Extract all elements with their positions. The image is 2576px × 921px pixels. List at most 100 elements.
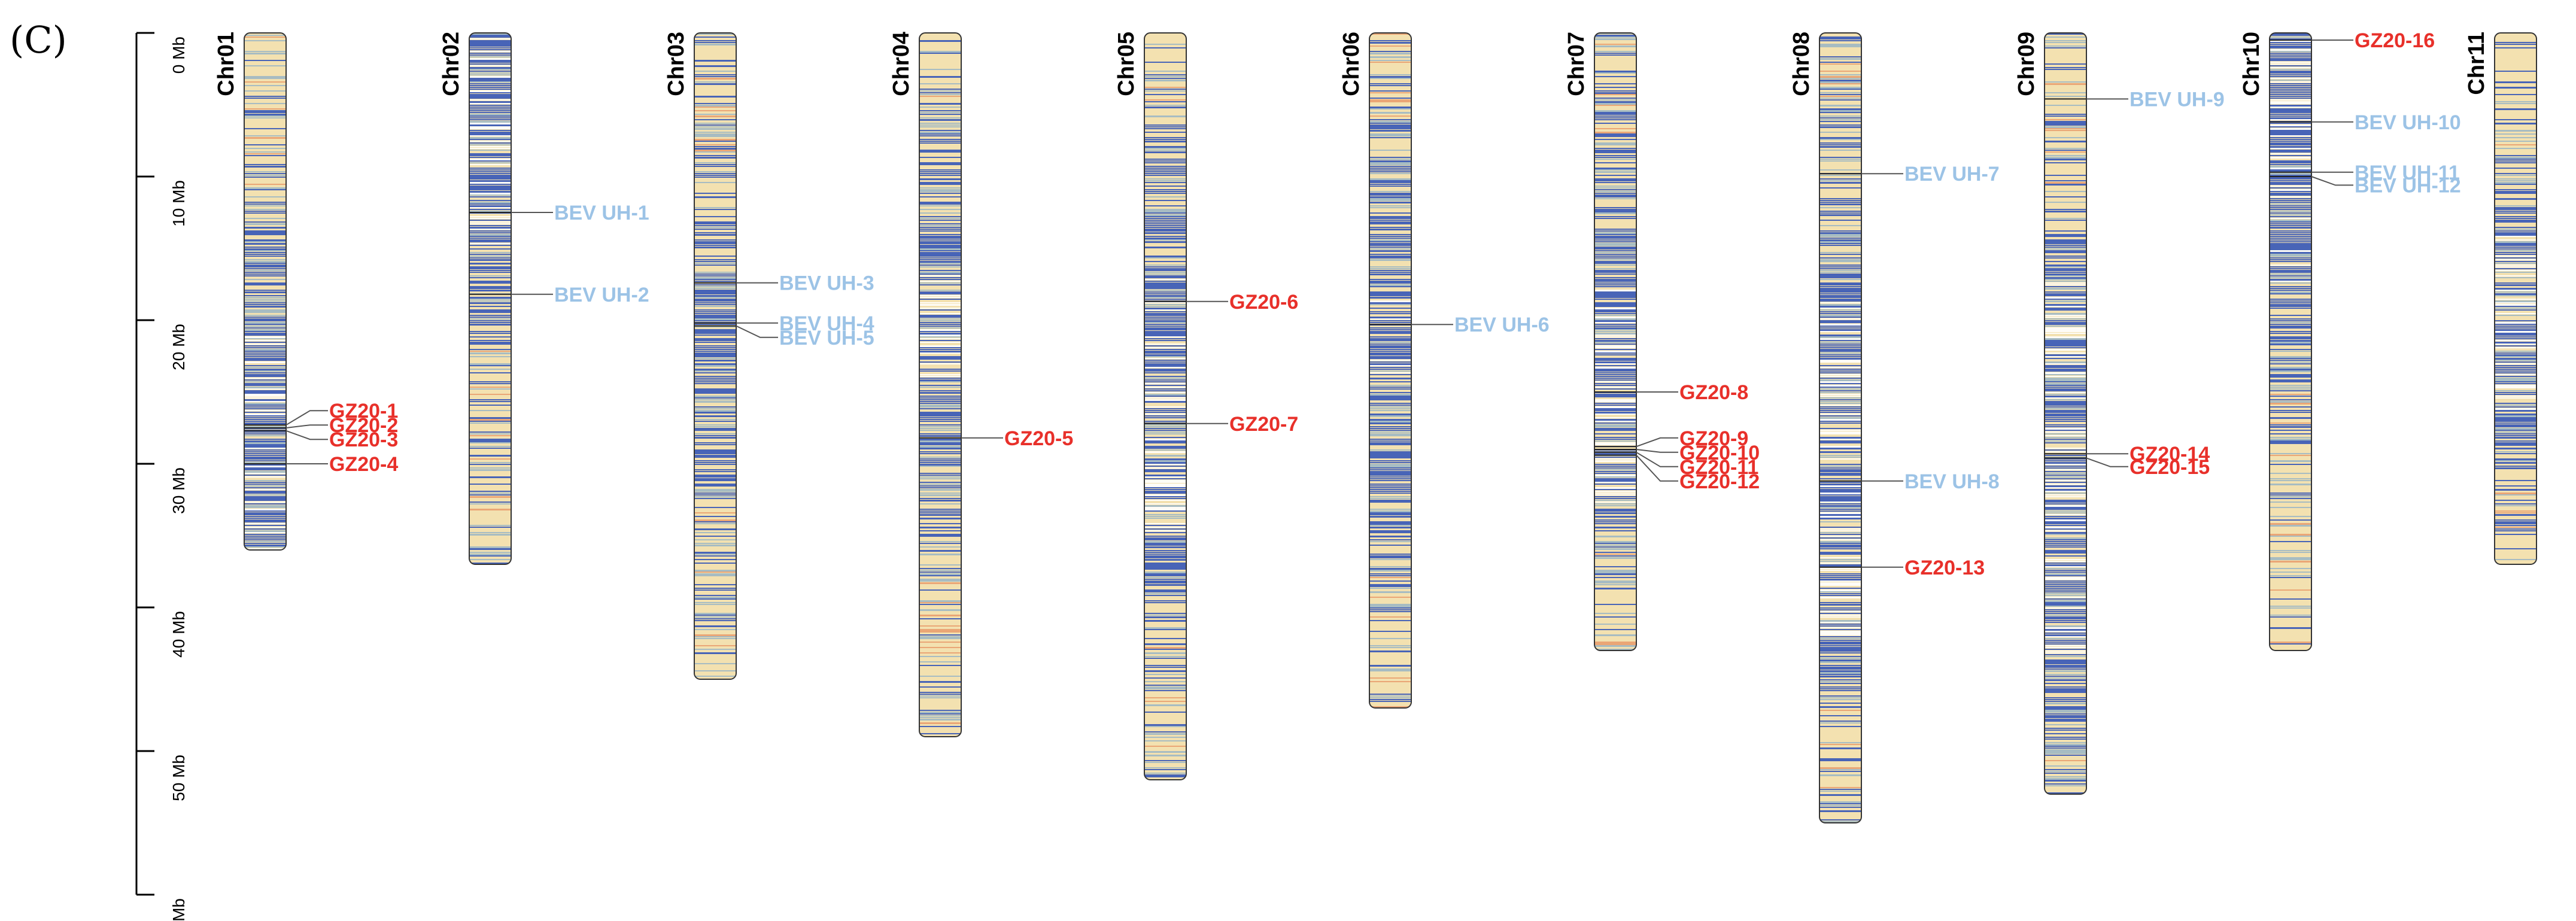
chromosome-density-bands — [694, 33, 736, 679]
gene-marker-gz20-10: GZ20-10 — [1594, 442, 1760, 464]
gene-marker-gz20-6: GZ20-6 — [1144, 291, 1298, 314]
gene-marker-bev-uh-12: BEV UH-12 — [2270, 174, 2461, 197]
chromosome-chr11: Chr11 — [2464, 32, 2537, 565]
gene-label: GZ20-9 — [1679, 427, 1748, 450]
axis-tick-label: 10 Mb — [169, 180, 188, 227]
gene-label: GZ20-15 — [2130, 456, 2210, 479]
panel-label: (C) — [10, 18, 67, 62]
gene-label: BEV UH-11 — [2355, 162, 2460, 184]
gene-label: BEV UH-3 — [779, 272, 874, 295]
gene-marker-gz20-11: GZ20-11 — [1594, 451, 1758, 479]
gene-marker-gz20-2: GZ20-2 — [244, 414, 398, 437]
gene-label: BEV UH-6 — [1454, 314, 1550, 336]
gene-marker-gz20-14: GZ20-14 — [2045, 443, 2210, 466]
chromosome-outline — [2269, 32, 2312, 651]
chromosome-name: Chr10 — [2239, 32, 2264, 96]
gene-label: GZ20-10 — [1679, 442, 1760, 464]
gene-marker-gz20-9: GZ20-9 — [1594, 427, 1748, 450]
axis-tick-label: 20 Mb — [169, 324, 188, 370]
gene-marker-gz20-5: GZ20-5 — [919, 427, 1073, 450]
gene-marker-bev-uh-1: BEV UH-1 — [469, 202, 649, 224]
gene-leader-line — [1636, 451, 1678, 467]
chromosome-chr09: Chr09 — [2014, 32, 2087, 795]
gene-marker-gz20-4: GZ20-4 — [244, 453, 398, 476]
gene-label: GZ20-16 — [2355, 29, 2435, 52]
chromosome-outline — [1819, 32, 1862, 823]
gene-label: GZ20-14 — [2130, 443, 2210, 466]
gene-leader-line — [2086, 457, 2128, 467]
chromosome-density-bands — [1144, 33, 1186, 780]
gene-label: BEV UH-10 — [2355, 111, 2461, 134]
gene-leader-line — [736, 325, 778, 338]
chromosome-outline — [1144, 32, 1187, 780]
scale-axis: 0 Mb 10 Mb 20 Mb 30 Mb 40 Mb 50 Mb 60 Mb — [135, 32, 188, 921]
gene-leader-line — [1636, 454, 1678, 482]
chromosome-chr07: Chr07 — [1564, 32, 1637, 651]
chromosome-name: Chr07 — [1564, 32, 1589, 96]
gene-marker-gz20-15: GZ20-15 — [2045, 456, 2210, 479]
chromosome-name: Chr11 — [2464, 32, 2489, 95]
axis-tick-label: 60 Mb — [169, 898, 188, 921]
chromosome-outline — [244, 32, 287, 551]
gene-label: GZ20-7 — [1229, 413, 1298, 436]
axis-tick-label: 30 Mb — [169, 467, 188, 514]
gene-marker-bev-uh-10: BEV UH-10 — [2270, 111, 2461, 134]
gene-marker-gz20-1: GZ20-1 — [244, 400, 398, 426]
gene-marker-bev-uh-6: BEV UH-6 — [1369, 314, 1550, 336]
gene-label: BEV UH-2 — [554, 284, 649, 306]
chromosome-density-bands — [2495, 33, 2536, 564]
gene-marker-bev-uh-4: BEV UH-4 — [694, 312, 874, 335]
gene-leader-line — [285, 430, 328, 440]
gene-label: GZ20-5 — [1004, 427, 1073, 450]
axis-tick-label: 50 Mb — [169, 755, 188, 801]
chromosome-name: Chr08 — [1789, 32, 1814, 96]
chromosome-name: Chr06 — [1339, 32, 1364, 96]
chromosome-group: Chr01 Chr02 Chr03 Chr04 Chr05 Chr06 Chr07 Chr08… — [214, 32, 2537, 823]
chromosome-name: Chr02 — [439, 32, 464, 96]
gene-label: BEV UH-9 — [2130, 88, 2225, 111]
chromosome-density-bands — [1819, 33, 1861, 823]
gene-marker-gz20-16: GZ20-16 — [2270, 29, 2435, 52]
gene-leader-line — [285, 424, 328, 428]
gene-label: BEV UH-1 — [554, 202, 649, 224]
chromosome-outline — [919, 32, 962, 737]
chromosome-outline — [694, 32, 737, 680]
chromosome-chr02: Chr02 — [439, 32, 512, 565]
chromosome-outline — [469, 32, 512, 565]
chromosome-chr03: Chr03 — [664, 32, 737, 680]
gene-marker-bev-uh-5: BEV UH-5 — [694, 325, 874, 349]
gene-label: BEV UH-4 — [779, 312, 874, 335]
gene-marker-gz20-13: GZ20-13 — [1819, 557, 1985, 579]
chromosome-chr10: Chr10 — [2239, 32, 2312, 651]
chromosome-chr06: Chr06 — [1339, 32, 1412, 709]
chromosome-chr08: Chr08 — [1789, 32, 1862, 823]
chromosome-name: Chr03 — [664, 32, 689, 96]
gene-marker-bev-uh-8: BEV UH-8 — [1819, 470, 2000, 493]
gene-marker-bev-uh-7: BEV UH-7 — [1819, 163, 2000, 186]
gene-label: GZ20-13 — [1904, 557, 1985, 579]
chromosome-density-bands — [1594, 33, 1636, 651]
axis-tick-label: 40 Mb — [169, 611, 188, 658]
gene-leader-line — [1636, 449, 1678, 453]
gene-marker-gz20-12: GZ20-12 — [1594, 454, 1760, 493]
gene-label: GZ20-12 — [1679, 470, 1760, 493]
chromosome-name: Chr01 — [214, 32, 239, 96]
chromosome-outline — [1594, 32, 1637, 651]
chromosome-chr04: Chr04 — [889, 32, 962, 737]
gene-leader-line — [2311, 176, 2353, 186]
gene-marker-gz20-7: GZ20-7 — [1144, 413, 1298, 436]
chromosome-outline — [2044, 32, 2087, 795]
gene-marker-gz20-8: GZ20-8 — [1594, 381, 1748, 404]
gene-marker-bev-uh-9: BEV UH-9 — [2045, 88, 2225, 111]
chromosome-chr05: Chr05 — [1114, 32, 1187, 780]
chromosome-name: Chr04 — [889, 32, 914, 96]
gene-label: GZ20-4 — [329, 453, 398, 476]
gene-marker-bev-uh-2: BEV UH-2 — [469, 284, 649, 306]
gene-label: BEV UH-8 — [1904, 470, 2000, 493]
chromosome-density-bands — [244, 33, 286, 550]
chromosome-density-bands — [2270, 33, 2311, 651]
gene-label: BEV UH-12 — [2355, 174, 2461, 197]
gene-label: GZ20-11 — [1679, 456, 1758, 479]
